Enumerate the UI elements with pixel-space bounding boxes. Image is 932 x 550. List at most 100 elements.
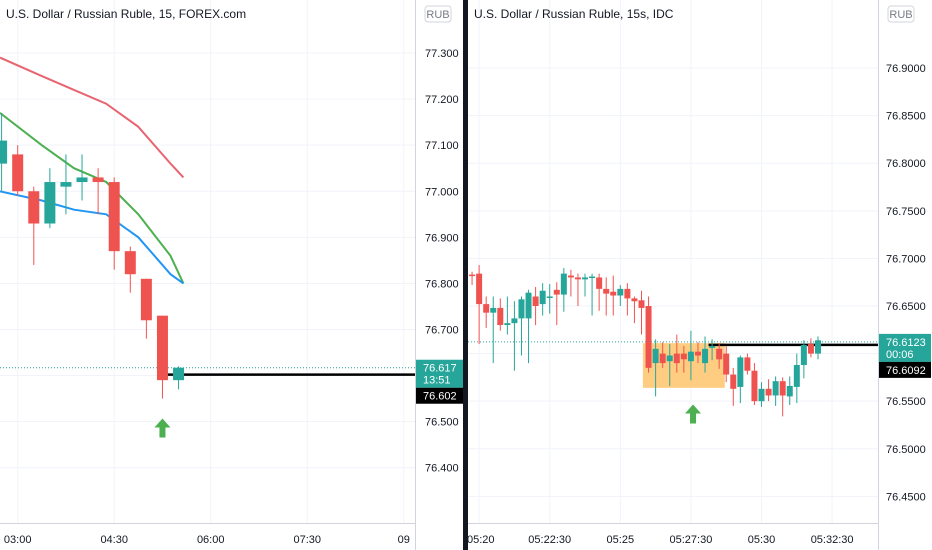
candle-body [504, 323, 511, 326]
candle-body [716, 348, 723, 360]
candle [546, 284, 553, 314]
candle-body [807, 344, 814, 354]
candle-body [645, 306, 652, 368]
price-tick-label: 76.8000 [886, 158, 926, 170]
pane-divider[interactable] [463, 0, 468, 550]
candle [737, 355, 744, 404]
candle [603, 277, 610, 316]
candle [553, 282, 560, 326]
candle [631, 296, 638, 324]
candle-body [511, 318, 518, 324]
moving-average-line-1 [0, 56, 185, 179]
currency-label: RUB [889, 9, 912, 21]
candle-body [737, 357, 744, 387]
candle [730, 367, 737, 406]
candle [12, 145, 24, 196]
candle-body [12, 154, 24, 192]
candle [511, 301, 518, 371]
price-tick-label: 76.5500 [886, 396, 926, 408]
price-tick-label: 76.700 [425, 324, 459, 336]
grid [0, 0, 415, 523]
candles [0, 112, 185, 399]
candle-body [546, 296, 553, 298]
time-tick-label: 03:00 [4, 534, 32, 546]
price-tick-label: 77.000 [425, 186, 459, 198]
candle-body [793, 365, 800, 387]
candle-body [469, 274, 476, 277]
level-price-value: 76.6092 [886, 365, 926, 377]
grid [465, 0, 878, 523]
candle [723, 345, 730, 383]
candle [596, 273, 603, 311]
candle-body [525, 292, 532, 319]
candle [765, 379, 772, 402]
candle-body [610, 291, 617, 296]
candle-body [589, 276, 596, 278]
chart-pane-1[interactable]: U.S. Dollar / Russian Ruble, 15, FOREX.c… [0, 0, 465, 550]
candle-body [702, 348, 709, 364]
candle [709, 339, 716, 361]
candle [483, 296, 490, 328]
candle-body [60, 182, 72, 187]
candle-body [596, 277, 603, 289]
candle [532, 286, 539, 326]
candle [44, 168, 56, 229]
candle-body [108, 182, 120, 252]
candle [589, 273, 596, 316]
up-arrow-icon [685, 404, 702, 424]
candle [638, 290, 645, 335]
candle [518, 296, 525, 356]
candle [800, 340, 807, 379]
candle-body [624, 288, 631, 299]
candle [779, 377, 786, 417]
candle-body [483, 304, 490, 313]
candle-body [28, 191, 40, 224]
candle [92, 168, 104, 215]
bar-countdown: 13:51 [423, 375, 451, 387]
candle-body [44, 182, 56, 224]
candle [140, 278, 152, 339]
candle-body [709, 345, 716, 348]
currency-badge [424, 5, 452, 23]
candle-body [539, 290, 546, 305]
candle [814, 336, 821, 360]
candle [497, 298, 504, 331]
candle-body [140, 278, 152, 321]
price-tick-label: 76.9000 [886, 63, 926, 75]
candle-body [76, 177, 88, 183]
candle [567, 269, 574, 297]
candle-body [603, 288, 610, 294]
candle-body [490, 307, 497, 313]
candle-body [553, 289, 560, 295]
time-tick-label: 05:27:30 [670, 534, 713, 546]
candle-body [560, 273, 567, 295]
candle-body [0, 140, 8, 164]
up-arrow-icon [154, 418, 171, 438]
price-tick-label: 76.8500 [886, 111, 926, 123]
candle [652, 339, 659, 397]
candle [610, 275, 617, 316]
candle-body [92, 177, 104, 183]
price-tick-label: 76.500 [425, 417, 459, 429]
time-tick-label: 05:25 [607, 534, 635, 546]
candle [617, 285, 624, 307]
level-price-badge [416, 387, 464, 404]
time-tick-label: 07:30 [293, 534, 321, 546]
price-tick-label: 76.400 [425, 463, 459, 475]
chart-pane-2[interactable]: U.S. Dollar / Russian Ruble, 15s, IDC RUB… [465, 0, 932, 550]
candle-body [751, 370, 758, 402]
candle-body [694, 351, 701, 356]
price-tick-label: 76.900 [425, 232, 459, 244]
candle [680, 345, 687, 373]
candle [772, 376, 779, 406]
candle-body [723, 353, 730, 375]
candle [490, 296, 497, 364]
price-tick-label: 76.7000 [886, 253, 926, 265]
candle [525, 289, 532, 364]
time-tick-label: 05:32:30 [811, 534, 854, 546]
last-price-value: 76.617 [423, 363, 457, 375]
price-tick-label: 77.200 [425, 94, 459, 106]
candle-body [765, 388, 772, 396]
candle-body [518, 299, 525, 319]
moving-average-line-3 [0, 190, 184, 285]
